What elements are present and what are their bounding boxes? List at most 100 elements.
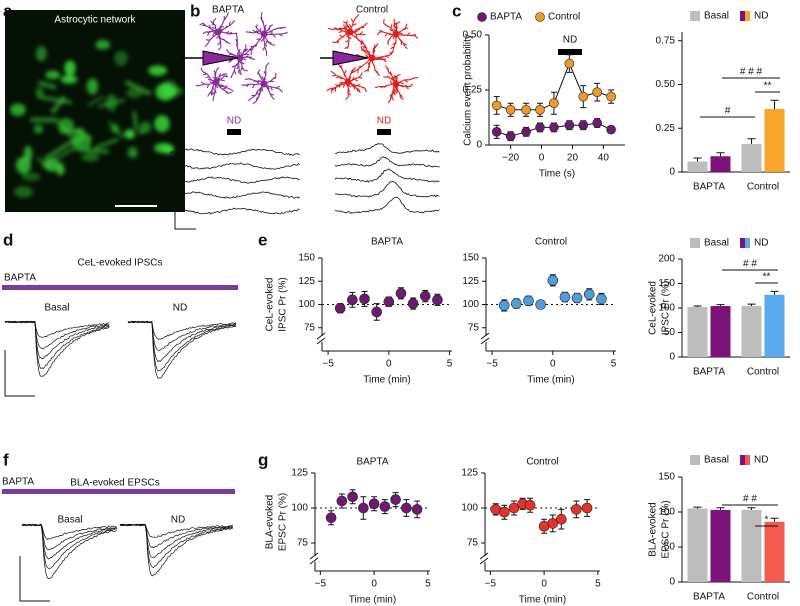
x-tick-label: 0 [386, 359, 392, 370]
data-point [508, 502, 520, 514]
stimulus-label: ND [377, 116, 391, 127]
significance-label: # # [743, 259, 757, 270]
data-point [571, 504, 582, 515]
significance-label: * [765, 515, 769, 526]
data-point [411, 504, 423, 515]
panel-letter: a [3, 1, 13, 20]
data-point [523, 295, 534, 307]
y-tick-label: 100 [461, 503, 478, 514]
scale-bar [19, 556, 50, 602]
condition-label: BAPTA [212, 5, 244, 16]
data-point [559, 291, 571, 303]
axis-break [309, 557, 319, 565]
data-point [592, 87, 602, 97]
cell [154, 142, 173, 154]
x-axis-label: Time (s) [539, 169, 575, 180]
data-point [325, 512, 337, 524]
trace [119, 523, 233, 558]
x-axis-label: Time (min) [363, 375, 410, 386]
error-bar [747, 138, 756, 144]
trace [4, 320, 110, 360]
data-point [390, 494, 401, 505]
trace [4, 320, 110, 370]
y-tick-label: 0 [669, 167, 675, 178]
data-point [505, 105, 516, 115]
axis-break [316, 332, 326, 340]
y-tick-label: 125 [291, 468, 308, 479]
x-tick-label: BAPTA [693, 182, 725, 193]
legend-marker [477, 12, 487, 22]
y-tick-label: 150 [658, 472, 675, 483]
cell [95, 39, 111, 50]
error-bar [716, 304, 725, 307]
trace [127, 321, 237, 379]
data-point [535, 105, 545, 115]
legend-label: Control [548, 12, 580, 23]
data-point [524, 499, 536, 511]
x-axis-label: Time (min) [527, 375, 574, 386]
data-point [606, 124, 616, 135]
trace [127, 320, 237, 363]
trace [334, 168, 440, 183]
y-tick-label: 50 [664, 327, 676, 338]
cell [57, 118, 74, 133]
x-tick-label: BAPTA [693, 367, 725, 378]
x-tick-label: −5 [315, 579, 327, 590]
data-point [521, 105, 531, 115]
error-bar [747, 507, 756, 510]
data-point [491, 127, 502, 137]
y-tick-label: 100 [462, 299, 479, 310]
significance-label: # # # [740, 67, 763, 78]
cell [35, 46, 47, 62]
cell [21, 172, 41, 181]
trace [119, 523, 233, 549]
cell [148, 65, 168, 76]
data-point [401, 502, 412, 514]
chart-title: BAPTA [356, 457, 388, 468]
bar [710, 306, 731, 357]
chart-title: Control [526, 457, 558, 468]
legend-swatch [745, 455, 750, 465]
error-bar [716, 507, 725, 510]
legend-swatch [740, 455, 745, 465]
data-point [581, 502, 593, 514]
process [39, 95, 73, 105]
data-point [571, 292, 583, 304]
x-tick-label: 5 [425, 579, 431, 590]
panel-letter: b [190, 1, 200, 20]
data-point [549, 98, 559, 108]
y-tick-label: 100 [298, 299, 315, 310]
data-point [511, 298, 522, 309]
axis-break [316, 337, 326, 345]
panel-a-title: Astrocytic network [54, 15, 136, 26]
x-tick-label: 5 [611, 359, 617, 370]
y-axis-label: BLA-evoked [648, 502, 659, 556]
bar [741, 509, 762, 582]
trace [170, 176, 300, 184]
process [86, 148, 109, 154]
x-tick-label: Control [747, 367, 779, 378]
axis-break [480, 332, 490, 340]
error-bar [770, 99, 779, 109]
x-tick-label: 0 [541, 579, 547, 590]
error-bar [693, 157, 702, 162]
process [108, 120, 124, 139]
axis-break [317, 336, 327, 342]
cell [127, 147, 138, 159]
bar [687, 307, 708, 357]
significance-label: # [725, 106, 731, 117]
trace [127, 320, 237, 340]
panel-letter: e [258, 230, 267, 249]
cell [60, 75, 78, 84]
cell [35, 87, 44, 98]
data-point [379, 501, 391, 512]
legend-swatch [690, 455, 700, 465]
trace-label: ND [173, 303, 187, 314]
x-tick-label: 0 [550, 359, 556, 370]
y-tick-label: 0 [669, 577, 675, 588]
condition-label: BAPTA [4, 273, 36, 284]
legend-label: Basal [704, 11, 729, 22]
bar [710, 156, 731, 172]
x-tick-label: −5 [485, 579, 497, 590]
x-axis-label: Time (min) [349, 595, 396, 606]
